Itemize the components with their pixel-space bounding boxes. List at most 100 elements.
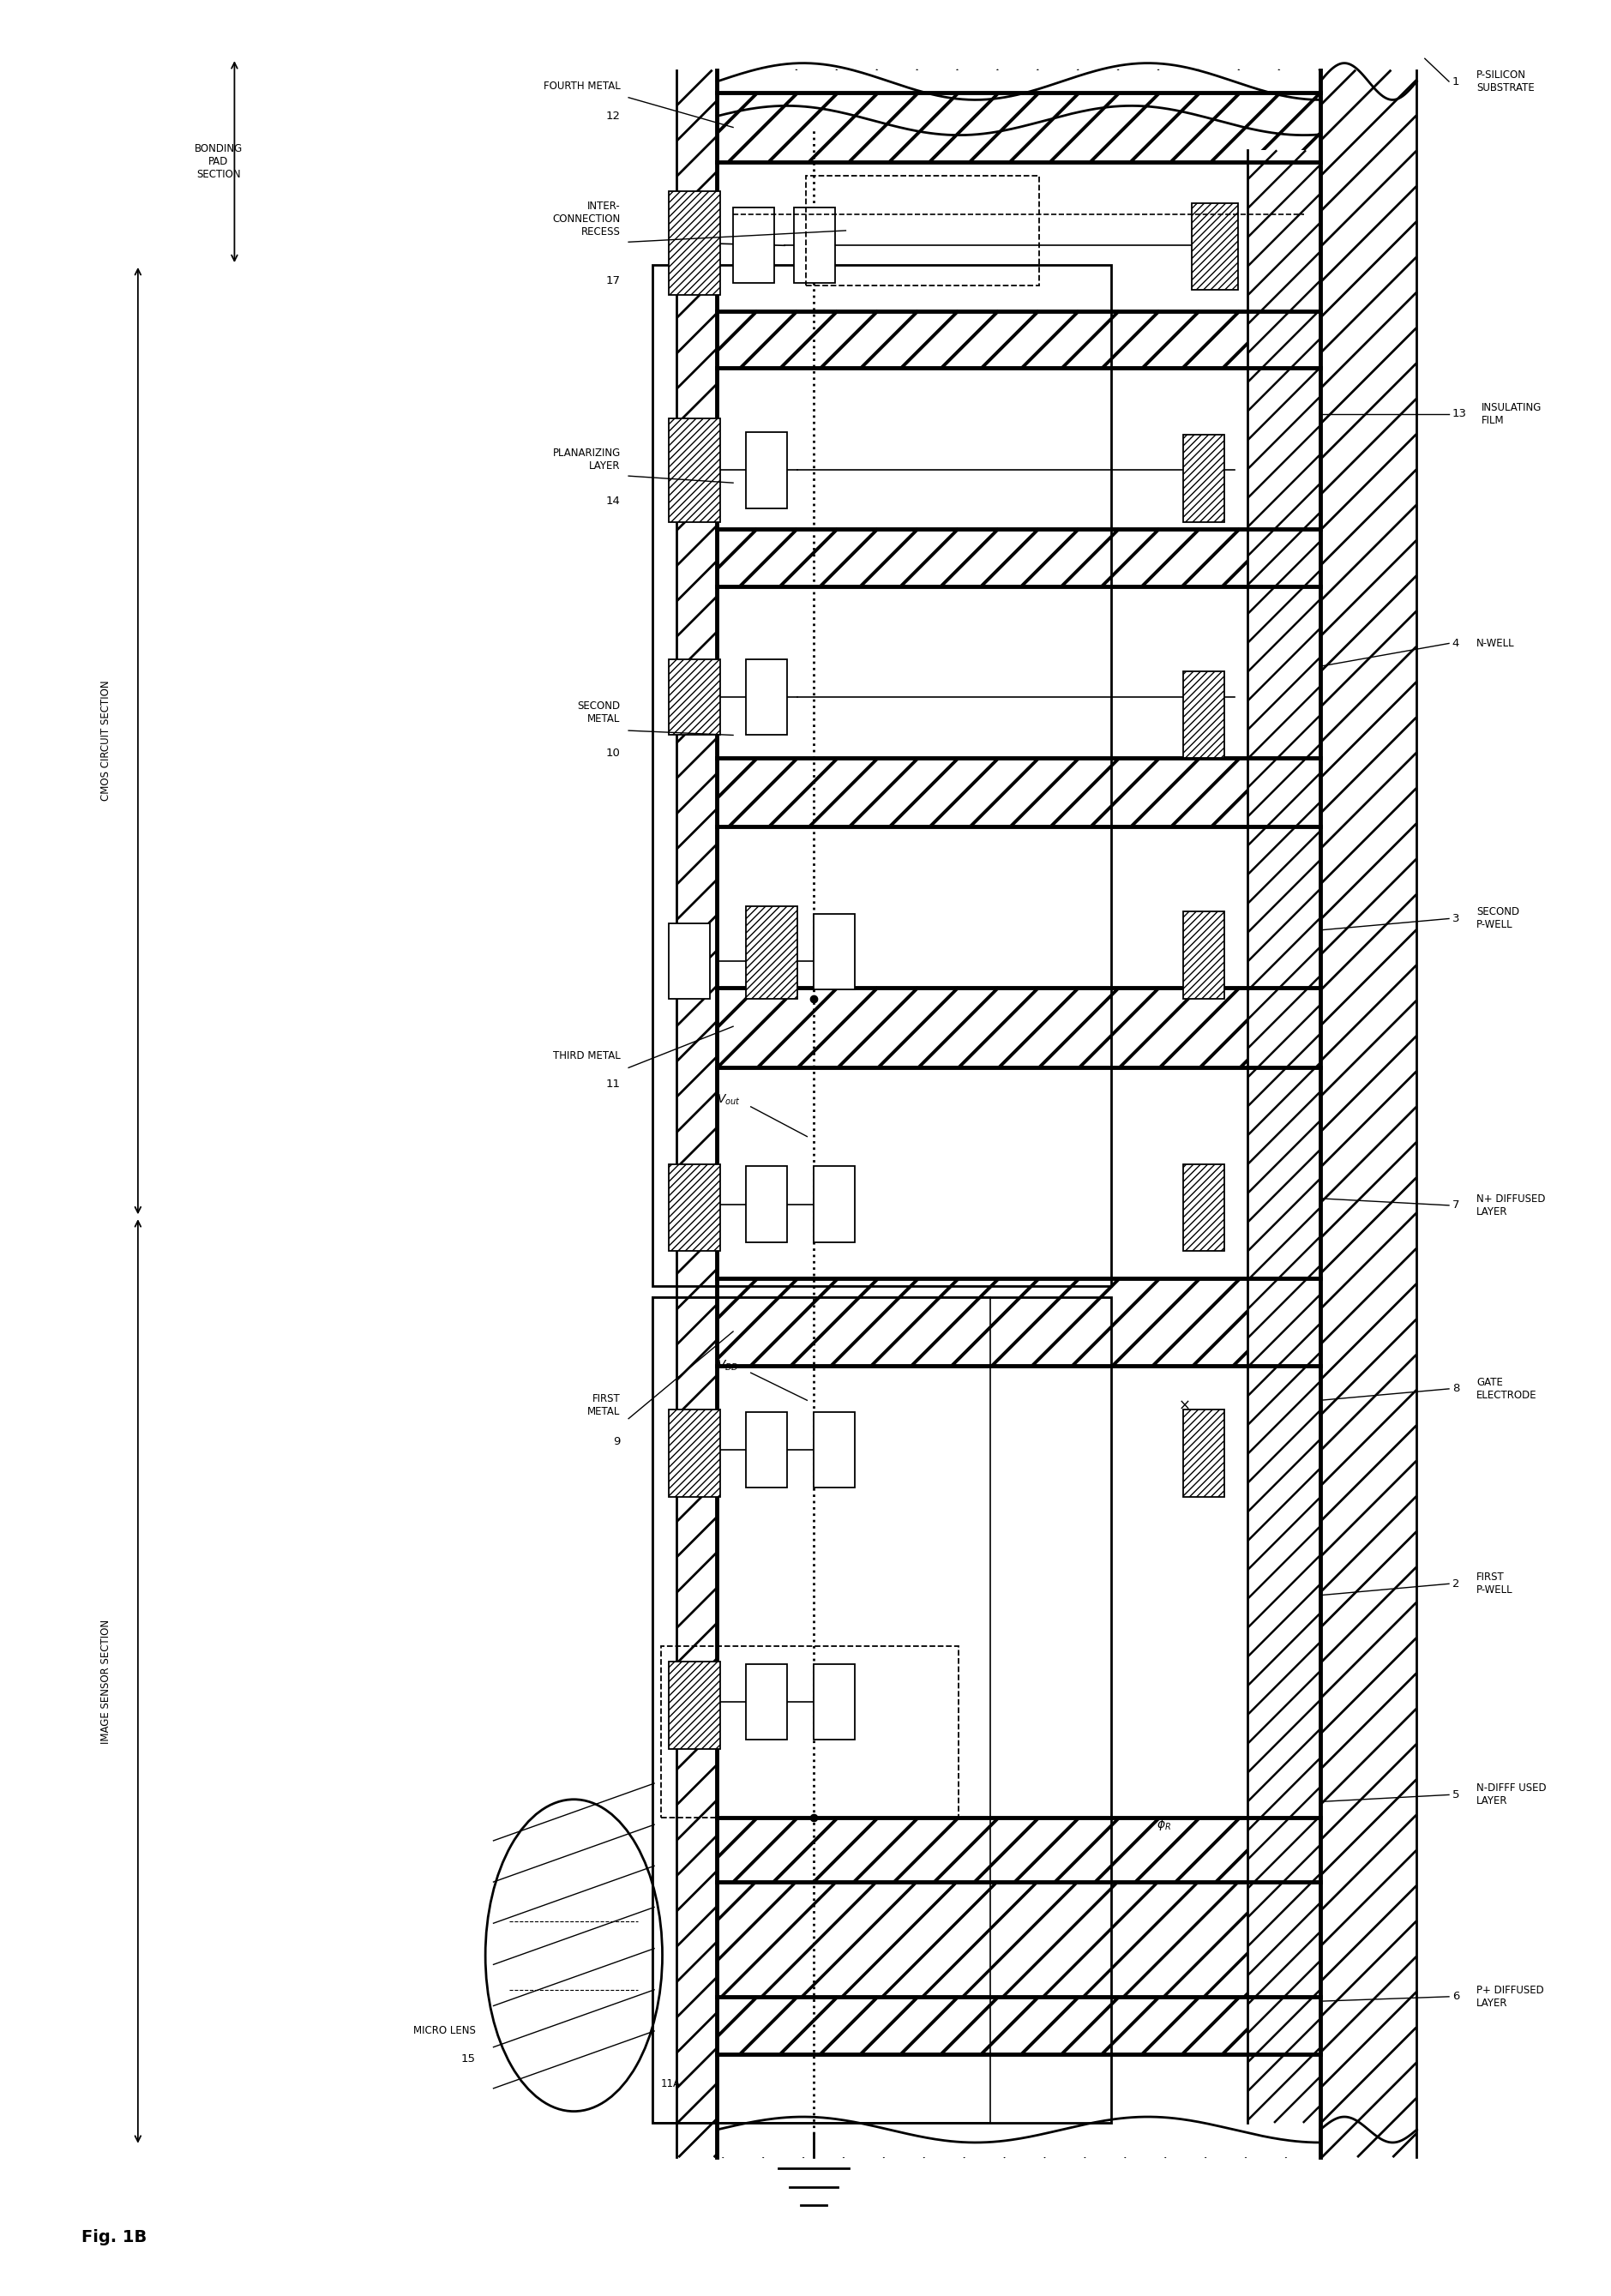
Bar [717,827,1321,1010]
Text: Fig. 1B: Fig. 1B [82,2229,147,2245]
Text: $\phi_R$: $\phi_R$ [1157,1816,1171,1832]
Bar [717,161,1321,310]
Bar [717,1279,1321,1366]
Text: THIRD METAL: THIRD METAL [553,1052,620,1061]
Text: CMOS CIRCUIT SECTION: CMOS CIRCUIT SECTION [100,680,111,801]
Bar [669,659,720,735]
Bar [669,923,710,999]
Bar [669,1164,720,1251]
Bar [717,310,1321,367]
Bar [717,1366,1321,1818]
Bar [814,1665,855,1740]
Bar [1184,912,1224,999]
Text: FIRST
P-WELL: FIRST P-WELL [1476,1573,1513,1596]
Bar [717,1068,1321,1286]
Text: IMAGE SENSOR SECTION: IMAGE SENSOR SECTION [100,1619,111,1743]
Text: N-WELL: N-WELL [1476,638,1514,650]
Text: 5: 5 [1452,1789,1460,1800]
Text: INTER-
CONNECTION
RECESS: INTER- CONNECTION RECESS [553,200,620,236]
Text: N-DIFFF USED
LAYER: N-DIFFF USED LAYER [1476,1782,1547,1807]
Text: 10: 10 [606,748,620,760]
Bar [669,1410,720,1497]
Bar [814,1412,855,1488]
Text: $V_{DD}$: $V_{DD}$ [717,1359,739,1373]
Text: MICRO LENS: MICRO LENS [414,2025,475,2037]
Text: 11: 11 [606,1079,620,1088]
Bar [814,914,855,990]
Bar [1184,434,1224,521]
Text: 14: 14 [606,496,620,507]
Bar [717,367,1321,533]
Bar [1184,912,1224,999]
Text: 7: 7 [1452,1201,1460,1210]
Bar [652,1297,991,2124]
Bar [717,1818,1321,1883]
Bar [1184,670,1224,758]
Text: INSULATING
FILM: INSULATING FILM [1481,402,1542,427]
Bar [717,2055,1321,2158]
Text: P-SILICON
SUBSTRATE: P-SILICON SUBSTRATE [1476,69,1534,94]
Bar [669,1662,720,1750]
Text: GATE
ELECTRODE: GATE ELECTRODE [1476,1378,1537,1401]
Bar [717,1998,1321,2055]
Text: 9: 9 [614,1435,620,1446]
Bar [652,264,1112,1286]
Text: FOURTH METAL: FOURTH METAL [543,80,620,92]
Bar [1192,202,1237,289]
Text: 1: 1 [1452,76,1460,87]
Bar [669,418,720,521]
Bar [1184,1164,1224,1251]
Bar [717,585,1321,762]
Text: N+ DIFFUSED
LAYER: N+ DIFFUSED LAYER [1476,1194,1545,1217]
Text: SECOND
P-WELL: SECOND P-WELL [1476,907,1519,930]
Text: PLANARIZING
LAYER: PLANARIZING LAYER [553,448,620,473]
Bar [717,69,1321,92]
Bar [1184,1164,1224,1251]
Text: 8: 8 [1452,1382,1460,1394]
Text: 4: 4 [1452,638,1460,650]
Text: P+ DIFFUSED
LAYER: P+ DIFFUSED LAYER [1476,1984,1543,2009]
Bar [746,1166,788,1242]
Bar [669,1662,720,1750]
Bar [794,207,836,282]
Text: 12: 12 [606,110,620,122]
Bar [814,1166,855,1242]
Bar [717,758,1321,827]
Bar [746,432,788,507]
Text: 2: 2 [1452,1577,1460,1589]
Bar [746,1665,788,1740]
Text: $\times$: $\times$ [1178,1398,1189,1412]
Text: FIRST
METAL: FIRST METAL [588,1394,620,1417]
Text: 3: 3 [1452,914,1460,925]
Bar [1184,434,1224,521]
Text: 15: 15 [461,2053,475,2064]
Bar [717,987,1321,1068]
Text: $V_{out}$: $V_{out}$ [717,1093,741,1107]
Text: 6: 6 [1452,1991,1460,2002]
Bar [669,659,720,735]
Bar [746,659,788,735]
Bar [717,92,1321,161]
Bar [669,1410,720,1497]
Text: SECOND
METAL: SECOND METAL [577,700,620,723]
Bar [733,207,775,282]
Bar [806,174,1039,285]
Bar [746,907,797,999]
Bar [669,191,720,294]
Text: 17: 17 [606,276,620,287]
Bar [746,907,797,999]
Bar [652,1297,1112,2124]
Bar [669,418,720,521]
Text: BONDING
PAD
SECTION: BONDING PAD SECTION [195,142,243,179]
Bar [1184,1410,1224,1497]
Bar [1184,670,1224,758]
Bar [1184,1410,1224,1497]
Bar [1192,202,1237,289]
Bar [717,528,1321,585]
Bar [669,191,720,294]
Bar [661,1646,959,1818]
Text: 13: 13 [1452,409,1466,420]
Text: 11A: 11A [661,2078,680,2089]
Bar [1249,149,1321,2124]
Bar [746,1412,788,1488]
